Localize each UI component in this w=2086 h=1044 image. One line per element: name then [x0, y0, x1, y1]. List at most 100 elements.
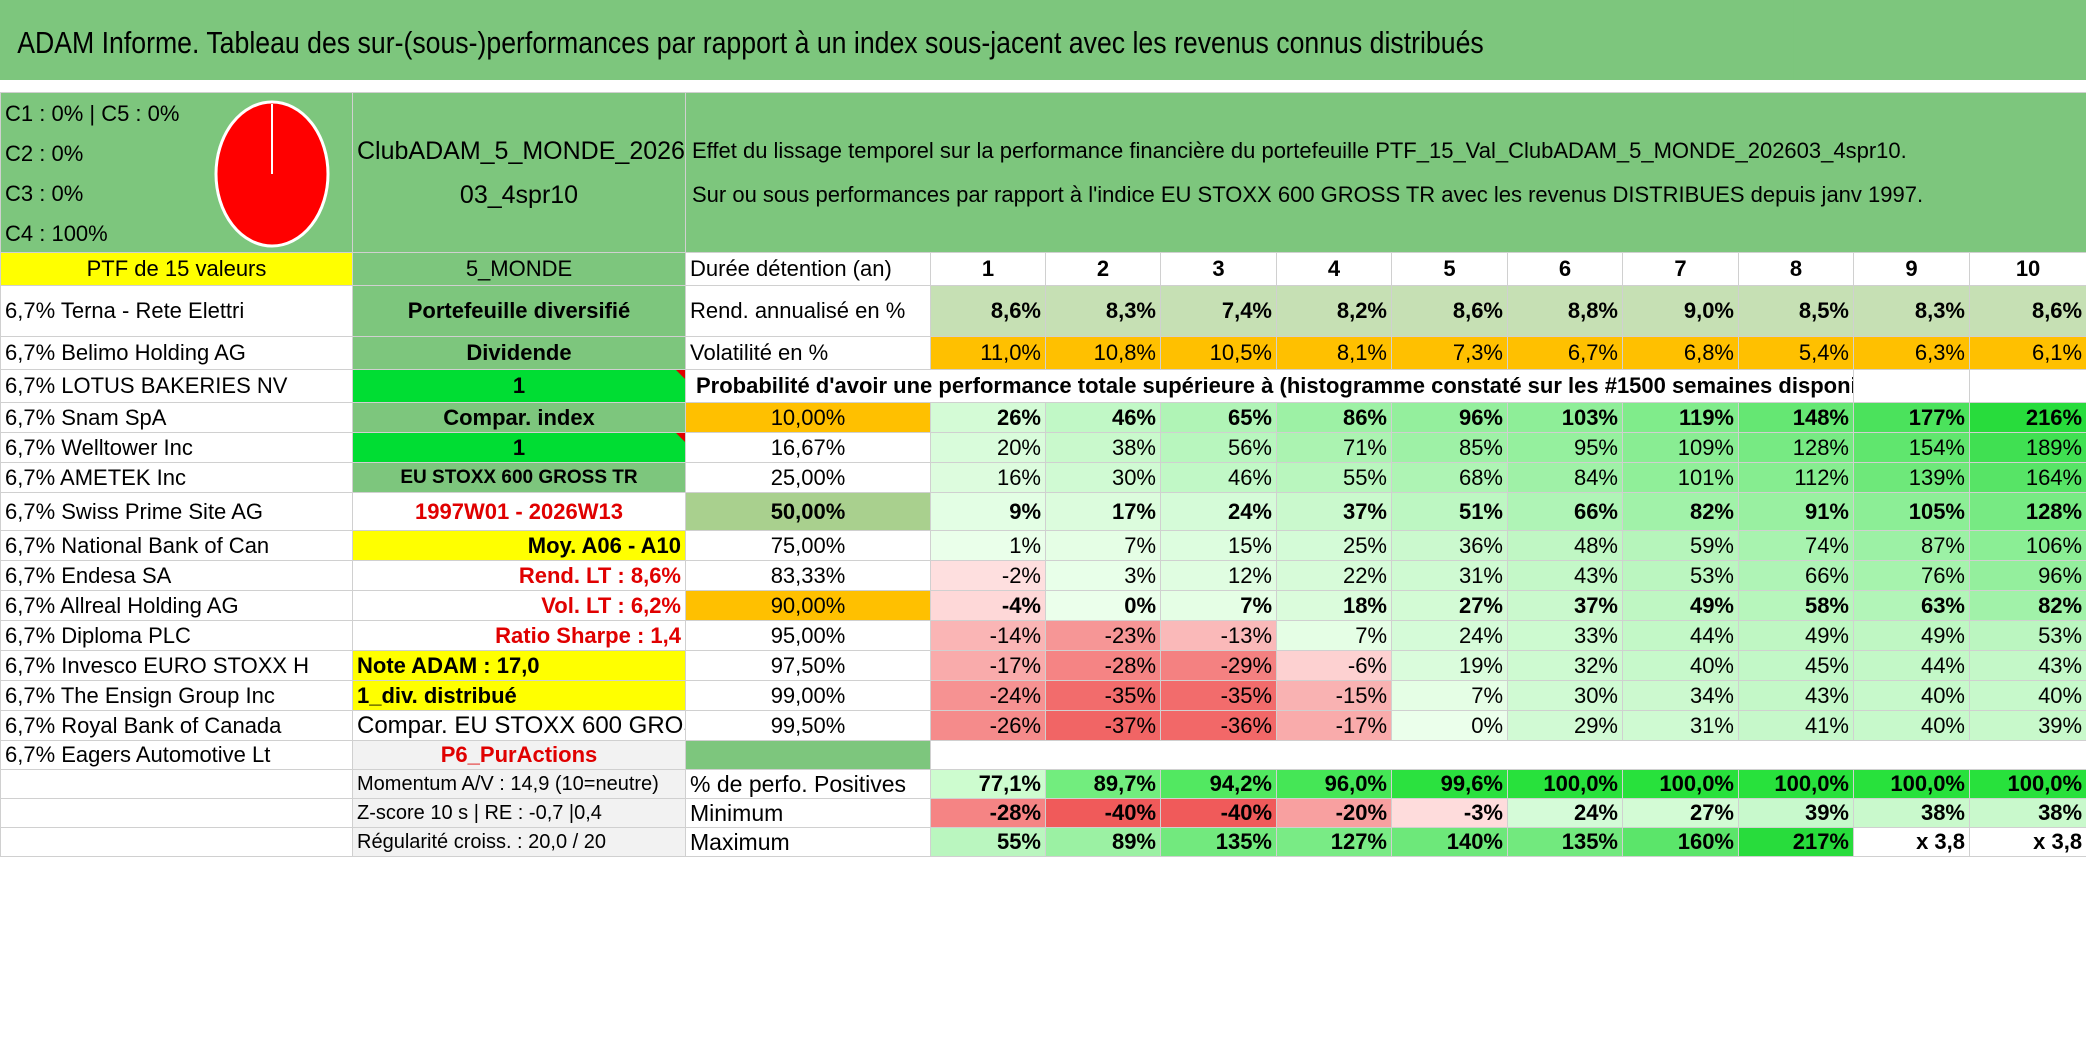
probability-value: 44%	[1622, 620, 1739, 651]
probability-value: 76%	[1853, 560, 1970, 591]
summary-value: 27%	[1622, 798, 1739, 828]
allocation-legend-item: C3 : 0%	[5, 181, 84, 206]
summary-value: -28%	[930, 798, 1046, 828]
row-label: % de perfo. Positives	[685, 769, 931, 799]
page-title: ADAM Informe. Tableau des sur-(sous-)per…	[0, 0, 1794, 80]
info-cell: 1	[352, 432, 686, 463]
probability-value: 39%	[1968, 710, 2086, 741]
summary-value: x 3,8	[1968, 827, 2086, 857]
probability-level: 50,00%	[685, 492, 931, 531]
info-cell: 1_div. distribué	[352, 680, 686, 711]
probability-value: -35%	[1045, 680, 1161, 711]
vol-value: 6,1%	[1968, 336, 2086, 370]
probability-level: 83,33%	[685, 560, 931, 591]
empty-cell	[1968, 369, 2086, 403]
info-cell: Compar. index	[352, 402, 686, 433]
empty-cell	[685, 740, 931, 770]
vol-value: 6,8%	[1622, 336, 1739, 370]
indicator-text: Momentum A/V : 14,9 (10=neutre)	[352, 769, 686, 799]
summary-value: 217%	[1738, 827, 1854, 857]
row-label: Maximum	[685, 827, 931, 857]
table-row: PTF de 15 valeurs 5_MONDE Durée détention …	[0, 252, 2086, 286]
vol-value: 8,1%	[1276, 336, 1392, 370]
summary-value: x 3,8	[1853, 827, 1970, 857]
probability-value: 38%	[1045, 432, 1161, 463]
allocation-pie-chart	[214, 100, 330, 248]
summary-value: 24%	[1507, 798, 1623, 828]
probability-value: 43%	[1507, 560, 1623, 591]
table-row: 6,7% LOTUS BAKERIES NV 1 Probabilité d'avo…	[0, 369, 2086, 403]
probability-value: 30%	[1507, 680, 1623, 711]
probability-value: 7%	[1391, 680, 1508, 711]
summary-value: 100,0%	[1968, 769, 2086, 799]
stock-name: 6,7% Terna - Rete Elettri	[0, 285, 353, 337]
table-row: 6,7% Terna - Rete Elettri Portefeuille di…	[0, 285, 2086, 337]
table-row: 6,7% Snam SpA Compar. index 10,00% 26% 46% 65…	[0, 402, 2086, 433]
info-cell: P6_PurActions	[352, 740, 686, 770]
probability-value: 22%	[1276, 560, 1392, 591]
probability-value: 128%	[1738, 432, 1854, 463]
summary-value: 38%	[1968, 798, 2086, 828]
rend-value: 8,6%	[930, 285, 1046, 337]
probability-value: 53%	[1622, 560, 1739, 591]
probability-value: 45%	[1738, 650, 1854, 681]
portfolio-name: ClubADAM_5_MONDE_2026 03_4spr10	[352, 92, 686, 253]
probability-value: 51%	[1391, 492, 1508, 531]
summary-value: 89%	[1045, 827, 1161, 857]
table-row: Régularité croiss. : 20,0 / 20 Maximum 55%…	[0, 827, 2086, 857]
probability-value: 31%	[1391, 560, 1508, 591]
probability-level: 99,50%	[685, 710, 931, 741]
probability-value: 0%	[1045, 590, 1161, 621]
probability-value: 139%	[1853, 462, 1970, 493]
rend-value: 8,6%	[1968, 285, 2086, 337]
empty-cell	[929, 740, 2086, 770]
stock-name: 6,7% Endesa SA	[0, 560, 353, 591]
probability-value: 164%	[1968, 462, 2086, 493]
probability-value: 15%	[1160, 530, 1277, 561]
probability-value: 109%	[1622, 432, 1739, 463]
table-row: Z-score 10 s | RE : -0,7 |0,4 Minimum -28%…	[0, 798, 2086, 828]
vol-value: 10,8%	[1045, 336, 1161, 370]
stock-name: 6,7% LOTUS BAKERIES NV	[0, 369, 353, 403]
probability-value: 37%	[1276, 492, 1392, 531]
summary-value: 96,0%	[1276, 769, 1392, 799]
summary-value: 38%	[1853, 798, 1970, 828]
probability-value: -4%	[930, 590, 1046, 621]
summary-value: 89,7%	[1045, 769, 1161, 799]
table-row: 6,7% AMETEK Inc EU STOXX 600 GROSS TR 25,0…	[0, 462, 2086, 493]
probability-value: 58%	[1738, 590, 1854, 621]
info-cell: 1	[352, 369, 686, 403]
probability-value: 148%	[1738, 402, 1854, 433]
probability-value: 16%	[930, 462, 1046, 493]
stock-name: 6,7% Diploma PLC	[0, 620, 353, 651]
probability-value: -29%	[1160, 650, 1277, 681]
year-header: 4	[1276, 252, 1392, 286]
rend-value: 9,0%	[1622, 285, 1739, 337]
probability-value: 95%	[1507, 432, 1623, 463]
stock-name: 6,7% Swiss Prime Site AG	[0, 492, 353, 531]
performance-table: C1 : 0% | C5 : 0% C2 : 0% C3 : 0% C4 : 100%…	[0, 92, 2086, 857]
probability-value: 119%	[1622, 402, 1739, 433]
probability-value: 12%	[1160, 560, 1277, 591]
info-cell: Compar. EU STOXX 600 GROSS TR	[352, 710, 686, 741]
probability-value: -17%	[1276, 710, 1392, 741]
probability-value: 46%	[1045, 402, 1161, 433]
probability-value: 44%	[1853, 650, 1970, 681]
probability-value: 19%	[1391, 650, 1508, 681]
summary-value: -40%	[1045, 798, 1161, 828]
probability-level: 95,00%	[685, 620, 931, 651]
empty-cell	[0, 769, 353, 799]
allocation-legend-item: C1 : 0% | C5 : 0%	[5, 101, 180, 126]
allocation-cell: C1 : 0% | C5 : 0% C2 : 0% C3 : 0% C4 : 100%	[0, 92, 353, 253]
probability-value: 18%	[1276, 590, 1392, 621]
probability-value: 86%	[1276, 402, 1392, 433]
summary-value: -3%	[1391, 798, 1508, 828]
table-row: Momentum A/V : 14,9 (10=neutre)% de perf…	[0, 769, 2086, 799]
probability-value: 0%	[1391, 710, 1508, 741]
probability-level: 90,00%	[685, 590, 931, 621]
probability-value: 103%	[1507, 402, 1623, 433]
allocation-legend-item: C2 : 0%	[5, 141, 84, 166]
probability-value: 49%	[1853, 620, 1970, 651]
probability-title: Probabilité d'avoir une performance tota…	[685, 369, 1854, 403]
year-header: 10	[1968, 252, 2086, 286]
